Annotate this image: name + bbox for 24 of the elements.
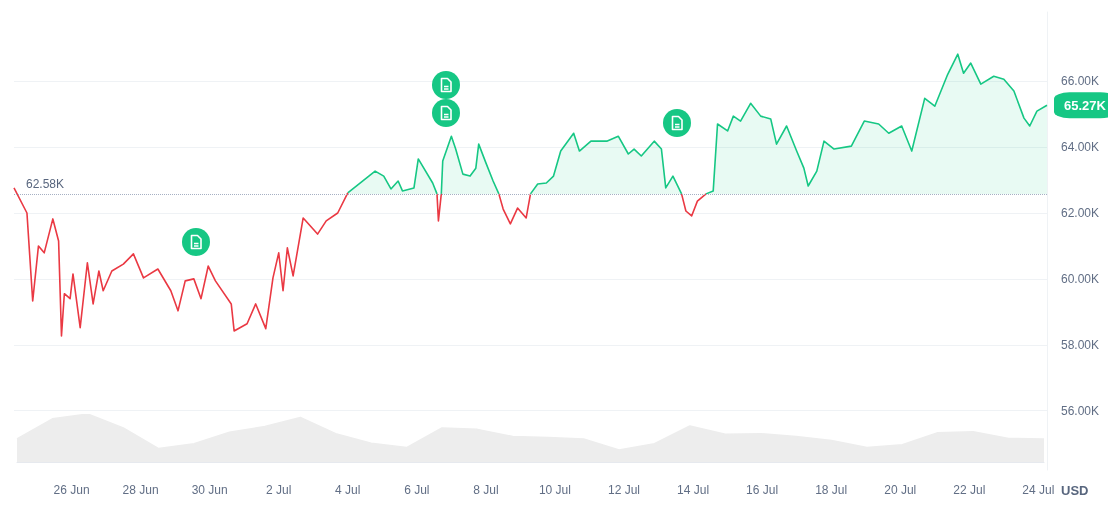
x-tick-label: 10 Jul bbox=[538, 483, 571, 497]
x-tick-label: 6 Jul bbox=[404, 483, 430, 497]
y-tick-label: 60.00K bbox=[1061, 271, 1100, 286]
x-tick-label: 26 Jun bbox=[53, 483, 90, 497]
x-tick-label: 4 Jul bbox=[335, 483, 361, 497]
x-tick-label: 8 Jul bbox=[473, 483, 499, 497]
x-tick-label: 24 Jul bbox=[1022, 483, 1055, 497]
y-axis-title: USD bbox=[1061, 483, 1089, 498]
y-tick-label: 58.00K bbox=[1061, 337, 1100, 352]
x-tick-label: 22 Jul bbox=[953, 483, 986, 497]
y-tick-label: 56.00K bbox=[1061, 403, 1100, 418]
x-tick-label: 30 Jun bbox=[191, 483, 228, 497]
x-tick-label: 2 Jul bbox=[266, 483, 292, 497]
x-tick-label: 20 Jul bbox=[884, 483, 917, 497]
annotation: 65.27K bbox=[1064, 97, 1107, 113]
x-tick-label: 28 Jun bbox=[122, 483, 159, 497]
y-tick-label: 62.00K bbox=[1061, 205, 1100, 220]
ref-line-label: 62.58K bbox=[26, 176, 65, 191]
y-tick-label: 64.00K bbox=[1061, 140, 1100, 155]
x-tick-label: 16 Jul bbox=[746, 483, 779, 497]
x-tick-label: 14 Jul bbox=[677, 483, 710, 497]
x-tick-label: 18 Jul bbox=[815, 483, 848, 497]
y-tick-label: 66.00K bbox=[1061, 74, 1100, 89]
x-tick-label: 12 Jul bbox=[608, 483, 641, 497]
